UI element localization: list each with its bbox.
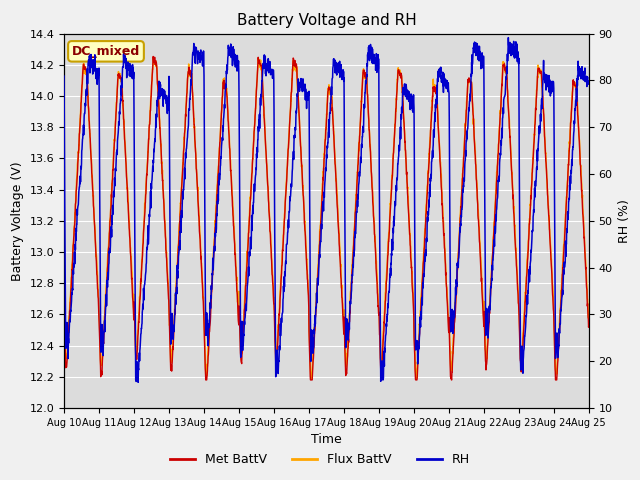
Title: Battery Voltage and RH: Battery Voltage and RH: [237, 13, 416, 28]
X-axis label: Time: Time: [311, 433, 342, 446]
Text: DC_mixed: DC_mixed: [72, 45, 140, 58]
Legend: Met BattV, Flux BattV, RH: Met BattV, Flux BattV, RH: [165, 448, 475, 471]
Y-axis label: Battery Voltage (V): Battery Voltage (V): [11, 161, 24, 281]
Y-axis label: RH (%): RH (%): [618, 199, 631, 243]
